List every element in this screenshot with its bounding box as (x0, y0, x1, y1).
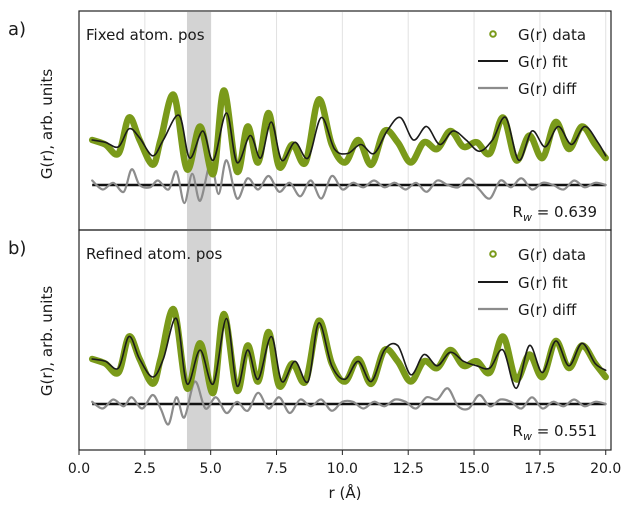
panel-b-series (88, 306, 609, 426)
panel-b-ylabel: G(r), arb. units (38, 286, 56, 397)
diff-line (91, 380, 607, 426)
diff-line (91, 159, 607, 205)
x-tick-label: 5.0 (200, 461, 222, 477)
legend-fit-label: G(r) fit (518, 274, 568, 292)
legend-data-marker (489, 250, 497, 258)
panel-a-annotation: Fixed atom. pos (86, 26, 205, 44)
panel-a-grid (144, 12, 607, 229)
x-tick-label: 20.0 (590, 461, 621, 477)
x-axis-label: r (Å) (329, 483, 362, 502)
x-tick-label: 17.5 (524, 461, 555, 477)
x-tick-label: 15.0 (458, 461, 489, 477)
panel-b-label: b) (8, 238, 26, 259)
panel-a: a) Fixed atom. pos G(r), arb. units G(r)… (8, 10, 612, 231)
panel-b: b) Refined atom. pos G(r), arb. units G(… (8, 229, 612, 451)
fit-line (91, 317, 607, 390)
panel-b-legend: G(r) data G(r) fit G(r) diff (478, 246, 586, 319)
legend-fit-label: G(r) fit (518, 53, 568, 71)
panel-a-rw: Rw = 0.639 (513, 203, 597, 224)
panel-b-rw: Rw = 0.551 (513, 422, 597, 443)
legend-diff-label: G(r) diff (518, 301, 577, 319)
legend-data-marker (489, 30, 497, 38)
x-tick-label: 10.0 (327, 461, 358, 477)
fit-line (91, 112, 607, 164)
panel-b-frame (78, 229, 612, 451)
legend-data-label: G(r) data (518, 26, 586, 44)
panel-a-legend: G(r) data G(r) fit G(r) diff (478, 26, 586, 98)
data-line (88, 87, 609, 178)
legend-diff-label: G(r) diff (518, 80, 577, 98)
legend-data-label: G(r) data (518, 246, 586, 264)
x-tick-label: 2.5 (134, 461, 156, 477)
panel-b-annotation: Refined atom. pos (86, 245, 223, 263)
panel-a-series (88, 87, 609, 205)
data-line (88, 306, 609, 397)
x-tick-label: 7.5 (265, 461, 287, 477)
x-tick-label: 0.0 (68, 461, 90, 477)
x-axis-ticks: 0.0 2.5 5.0 7.5 10.0 12.5 15.0 17.5 20.0 (68, 450, 621, 477)
panel-a-ylabel: G(r), arb. units (38, 69, 56, 180)
x-tick-label: 12.5 (393, 461, 424, 477)
panel-a-label: a) (8, 19, 26, 40)
panel-b-highlight-band (186, 231, 211, 449)
